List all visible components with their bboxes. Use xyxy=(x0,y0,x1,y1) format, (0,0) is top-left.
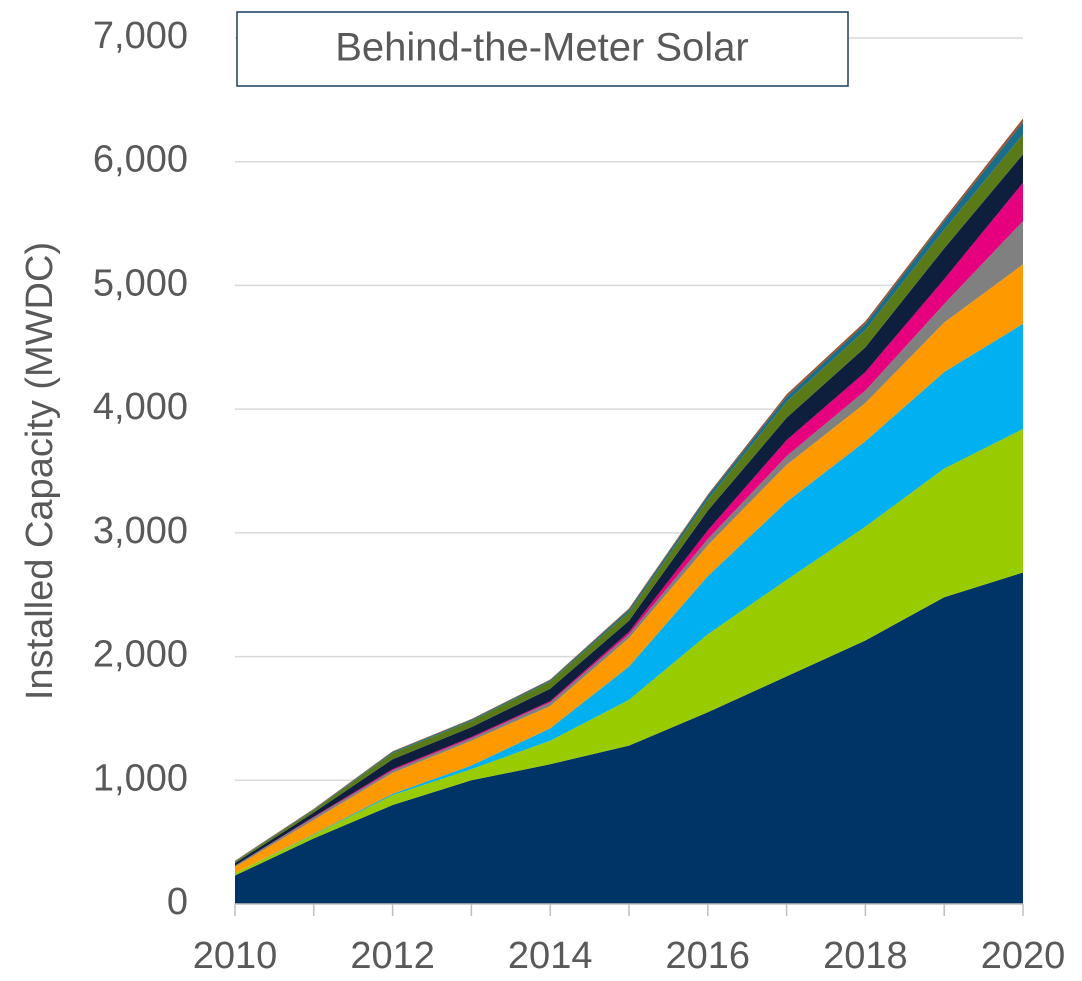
y-tick-label: 3,000 xyxy=(93,510,188,552)
x-tick-label: 2020 xyxy=(981,935,1066,977)
area xyxy=(235,428,1023,876)
y-tick-label: 1,000 xyxy=(93,757,188,799)
x-tick-label: 2012 xyxy=(350,935,435,977)
y-tick-label: 4,000 xyxy=(93,386,188,428)
x-tick-label: 2016 xyxy=(666,935,751,977)
area xyxy=(235,264,1023,874)
y-tick-label: 5,000 xyxy=(93,262,188,304)
y-tick-label: 7,000 xyxy=(93,15,188,57)
y-axis-label: Installed Capacity (MWDC) xyxy=(19,242,61,700)
axes: 0 1,000 2,000 3,000 4,000 5,000 6,000 7,000 2010… xyxy=(93,15,1065,977)
title-box xyxy=(236,11,849,87)
y-tick-label: 0 xyxy=(167,881,188,923)
area xyxy=(235,572,1023,904)
area xyxy=(235,323,1023,874)
x-tick-label: 2018 xyxy=(823,935,908,977)
chart-title: Behind-the-Meter Solar xyxy=(335,26,749,70)
areas xyxy=(235,118,1023,904)
x-tick-label: 2014 xyxy=(508,935,593,977)
y-tick-label: 2,000 xyxy=(93,634,188,676)
x-tick-label: 2010 xyxy=(193,935,278,977)
y-tick-label: 6,000 xyxy=(93,139,188,181)
